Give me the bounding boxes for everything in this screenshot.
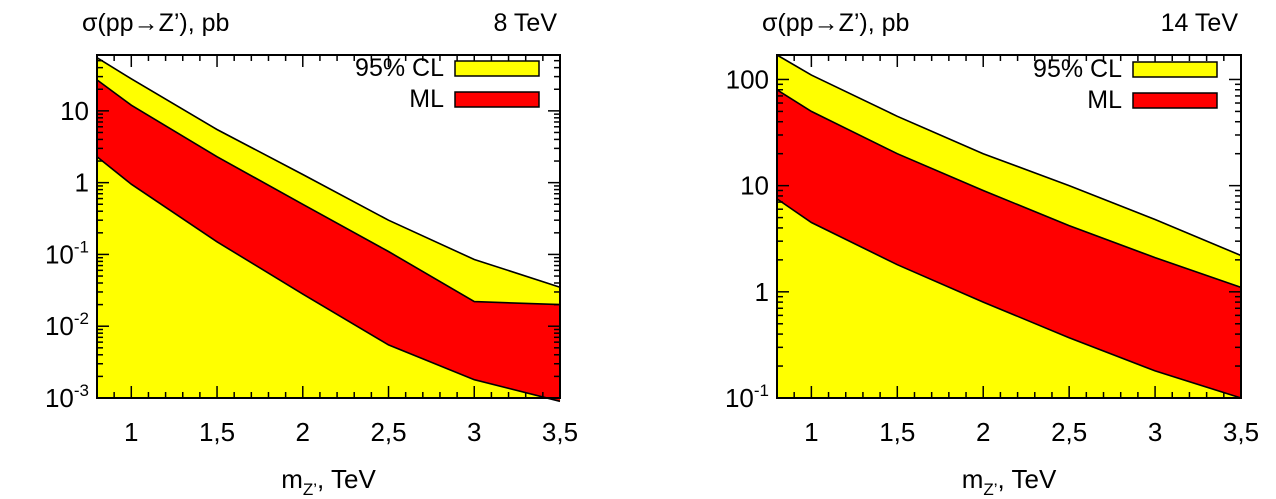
x-tick-label: 3 [467, 417, 481, 447]
x-tick-label: 1 [124, 417, 138, 447]
y-tick-label: 10-3 [45, 381, 89, 413]
y-tick-label-base: 1 [755, 277, 769, 307]
x-axis-label-subscript: Z’ [303, 480, 317, 499]
y-tick-label-exponent: -1 [754, 381, 769, 400]
y-tick-label-base: 10 [45, 311, 74, 341]
x-tick-label: 2 [976, 417, 990, 447]
y-tick-label-base: 10 [725, 383, 754, 413]
legend-label-cl95: 95% CL [355, 54, 444, 82]
x-axis-label-main: m [962, 464, 984, 494]
plot-frame [96, 54, 561, 399]
x-tick-label: 2 [296, 417, 310, 447]
x-tick-label: 1 [804, 417, 818, 447]
x-tick-label: 3,5 [542, 417, 578, 447]
y-tick-label-base: 10 [60, 96, 89, 126]
chart-title: σ(pp→Z’), pb [82, 9, 229, 37]
x-tick-label: 3,5 [1223, 417, 1259, 447]
band-cl95-upper-edge [776, 54, 1242, 257]
band-ml-lower-edge [776, 198, 1242, 399]
x-axis-label-unit: , TeV [317, 464, 376, 494]
y-tick-label-base: 10 [45, 383, 74, 413]
y-tick-label: 100 [726, 64, 769, 94]
x-axis-label: mZ’, TeV [962, 464, 1057, 499]
y-tick-label: 10-2 [45, 309, 89, 341]
y-tick-label-base: 10 [740, 171, 769, 201]
y-tick-label: 10 [740, 171, 769, 201]
x-axis-label-subscript: Z’ [983, 480, 997, 499]
band-ml-lower-edge [96, 156, 561, 403]
x-tick-label: 1,5 [879, 417, 915, 447]
y-tick-label: 10-1 [725, 381, 769, 413]
y-tick-label: 1 [75, 168, 89, 198]
y-tick-label-exponent: -2 [74, 309, 89, 328]
x-tick-label: 3 [1148, 417, 1162, 447]
legend-label-ml: ML [1087, 86, 1122, 114]
legend-swatch-cl95 [1132, 61, 1218, 78]
band-ml-upper-edge [776, 89, 1242, 289]
y-tick-label-base: 100 [726, 64, 769, 94]
y-tick-label-base: 10 [45, 239, 74, 269]
x-axis-label-unit: , TeV [998, 464, 1057, 494]
band-ml [97, 79, 560, 402]
x-tick-label: 2,5 [1051, 417, 1087, 447]
y-tick-label: 10-1 [45, 237, 89, 269]
band-ml-upper-edge [96, 79, 561, 306]
x-axis-label-main: m [281, 464, 303, 494]
y-tick-label-exponent: -3 [74, 381, 89, 400]
y-tick-label-exponent: -1 [74, 237, 89, 256]
band-cl95-upper-edge [96, 57, 561, 288]
legend-swatch-cl95 [454, 60, 540, 77]
plot-frame [776, 54, 1242, 399]
legend-label-ml: ML [409, 85, 444, 113]
energy-label: 8 TeV [494, 9, 558, 37]
y-tick-label: 10 [60, 96, 89, 126]
y-tick-label-base: 1 [75, 168, 89, 198]
energy-label: 14 TeV [1161, 9, 1239, 37]
x-axis-label: mZ’, TeV [281, 464, 376, 499]
x-tick-label: 2,5 [370, 417, 406, 447]
x-tick-label: 1,5 [199, 417, 235, 447]
legend-swatch-ml [454, 91, 540, 108]
legend-label-cl95: 95% CL [1033, 55, 1122, 83]
y-tick-label: 1 [755, 277, 769, 307]
legend-swatch-ml [1132, 92, 1218, 109]
band-ml [777, 89, 1241, 399]
chart-title: σ(pp→Z’), pb [762, 9, 909, 37]
